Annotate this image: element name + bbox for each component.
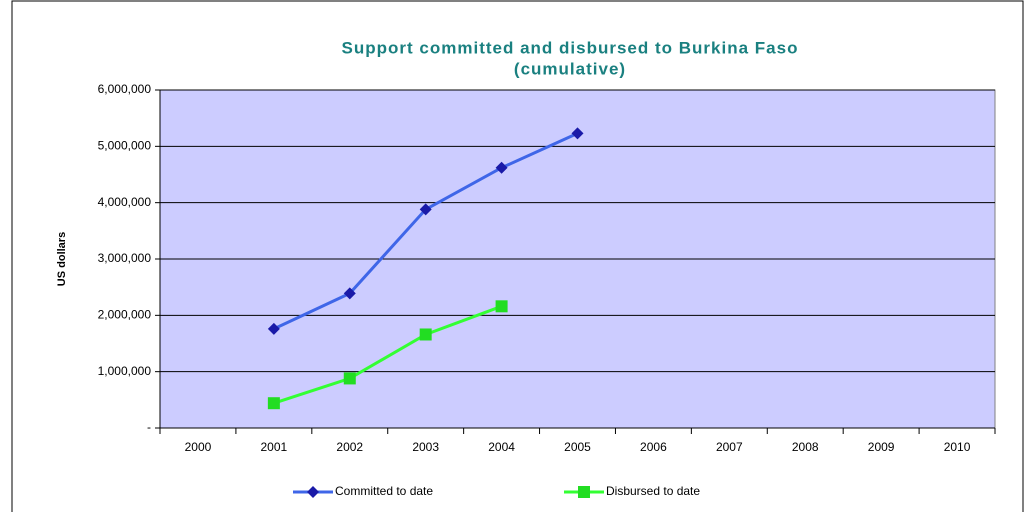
x-tick-label: 2004 [488,440,515,454]
marker [495,161,508,174]
x-tick-label: 2003 [412,440,439,454]
chart-title: (cumulative) [514,59,626,78]
marker [419,328,432,341]
legend-label: Disbursed to date [606,484,700,498]
marker [495,300,508,313]
x-tick-label: 2001 [261,440,288,454]
x-tick-label: 2005 [564,440,591,454]
y-tick-label: 4,000,000 [98,195,152,209]
marker [419,203,432,216]
y-tick-label: 1,000,000 [98,364,152,378]
x-tick-label: 2009 [868,440,895,454]
x-tick-label: 2007 [716,440,743,454]
y-tick-label: 5,000,000 [98,139,152,153]
y-tick-label: - [147,420,151,434]
x-tick-label: 2002 [336,440,363,454]
marker [571,127,584,140]
series-line [273,304,503,405]
x-tick-label: 2000 [185,440,212,454]
x-tick-label: 2006 [640,440,667,454]
legend-marker [307,486,319,498]
x-tick-label: 2010 [944,440,971,454]
legend-label: Committed to date [335,484,433,498]
marker [343,372,356,385]
y-tick-label: 2,000,000 [98,308,152,322]
chart-title: Support committed and disbursed to Burki… [342,38,799,57]
marker [343,287,356,300]
x-tick-label: 2008 [792,440,819,454]
y-tick-label: 3,000,000 [98,251,152,265]
y-axis-label: US dollars [56,232,68,286]
marker [267,397,280,410]
y-tick-label: 6,000,000 [98,82,152,96]
legend-marker [578,486,590,498]
marker [267,322,280,335]
